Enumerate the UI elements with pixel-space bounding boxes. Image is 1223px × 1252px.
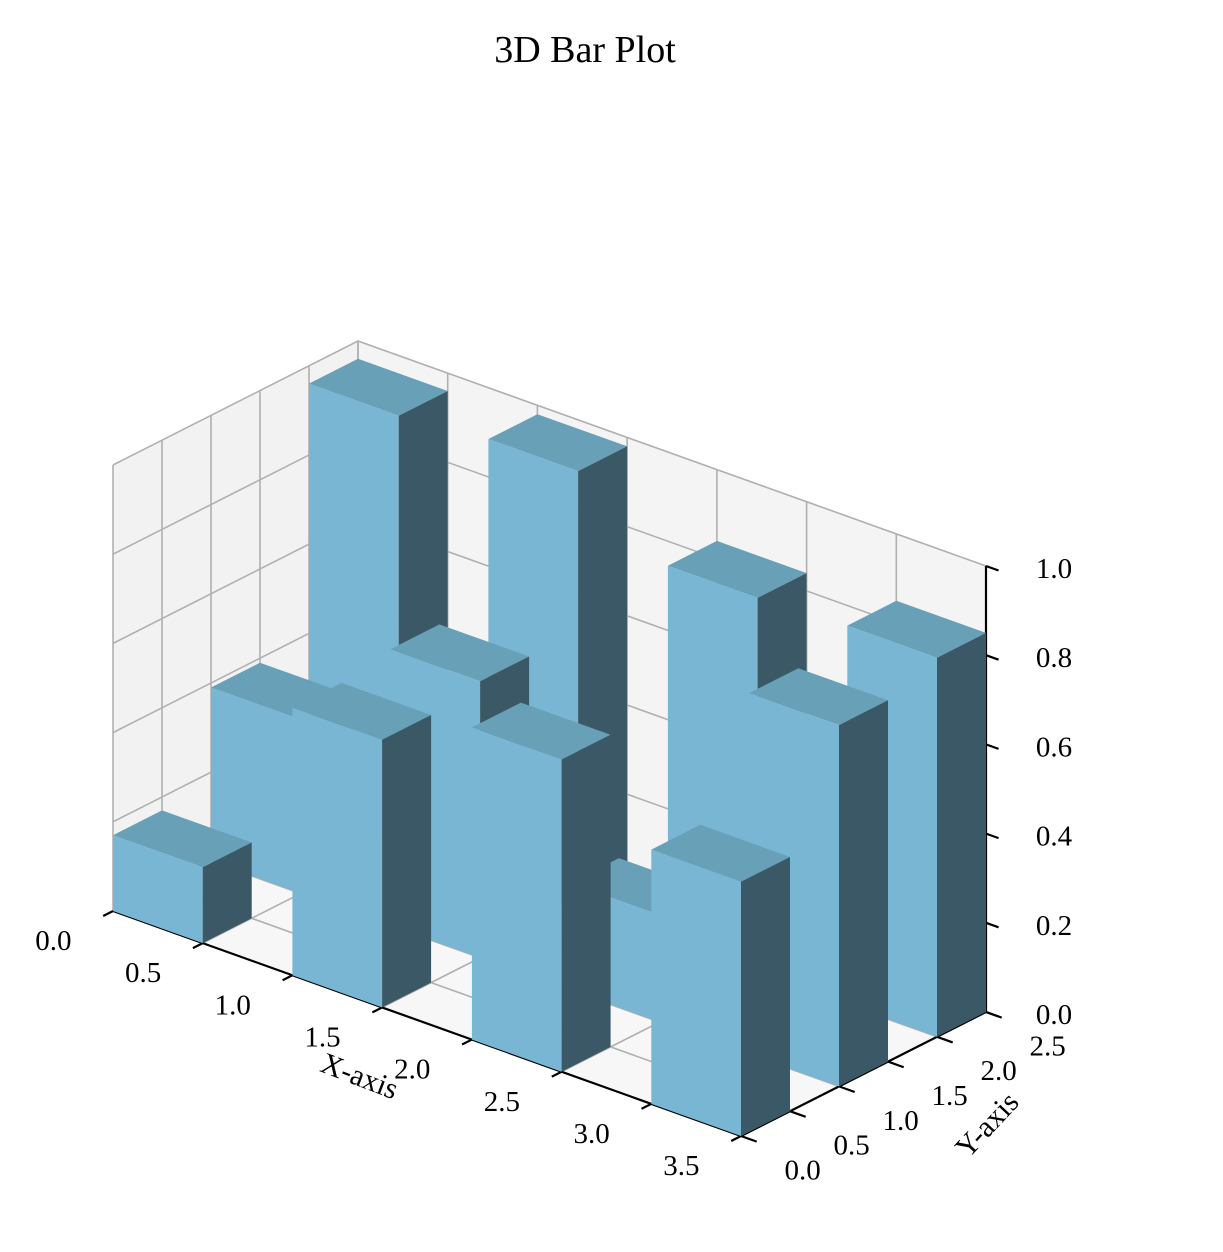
x-tick: [730, 1135, 742, 1142]
x-tick-label: 3.0: [574, 1118, 610, 1150]
bar-0: [113, 810, 252, 944]
bar-top: [488, 414, 628, 472]
y-tick-label: 0.0: [785, 1154, 821, 1186]
bar-front: [471, 727, 562, 1072]
x-tick: [461, 1038, 473, 1046]
z-tick-label: 0.0: [1036, 999, 1072, 1031]
bar-top: [667, 540, 807, 598]
z-tick: [985, 564, 999, 572]
bar-side: [741, 857, 790, 1136]
y-tick-label: 2.0: [981, 1055, 1017, 1087]
bar-front: [292, 707, 383, 1008]
tick-labels: 0.0 0.5 1.0 1.5 2.0 2.5 3.0 3.5 0.0 0.5 1.0 1.5 2.0 2…: [35, 553, 1072, 1186]
y-tick: [789, 1110, 807, 1118]
y-tick-label: 2.5: [1030, 1030, 1066, 1062]
bar-side: [839, 700, 888, 1087]
x-tick: [102, 910, 114, 917]
bar-top: [749, 668, 888, 726]
bar-front: [651, 849, 741, 1136]
bar-top: [390, 624, 530, 682]
z-tick: [985, 832, 999, 840]
z-tick-label: 1.0: [1036, 553, 1072, 585]
z-tick-label: 0.8: [1036, 642, 1072, 674]
x-tick: [551, 1070, 563, 1078]
bar-side: [937, 632, 986, 1037]
x-tick: [640, 1102, 652, 1110]
y-tick: [936, 1035, 954, 1044]
x-tick-label: 0.5: [125, 957, 161, 989]
bar-top: [113, 810, 252, 868]
bars: [113, 358, 986, 1136]
x-tick: [192, 942, 204, 950]
x-tick-label: 2.0: [394, 1054, 430, 1086]
x-tick-label: 0.0: [35, 925, 71, 957]
bar-top: [471, 702, 611, 760]
x-axis-line: [112, 909, 742, 1138]
y-tick: [887, 1060, 905, 1069]
x-tick: [371, 1006, 383, 1014]
bar-front: [113, 835, 203, 944]
y-tick-label: 0.5: [834, 1130, 870, 1162]
bar-top: [847, 600, 986, 658]
bar-side: [561, 734, 611, 1072]
chart-title: 3D Bar Plot: [494, 29, 676, 71]
z-tick-label: 0.2: [1036, 910, 1072, 942]
bar-6: [471, 702, 611, 1072]
x-tick: [282, 974, 293, 982]
bar-side: [382, 715, 432, 1008]
bar-top: [292, 682, 432, 740]
bar-top: [309, 358, 448, 416]
y-tick: [838, 1085, 856, 1094]
z-tick-label: 0.4: [1036, 821, 1073, 853]
bar-3: [292, 682, 432, 1008]
x-tick-label: 3.5: [663, 1150, 699, 1182]
x-tick-label: 2.5: [484, 1086, 520, 1118]
z-tick: [985, 1010, 999, 1018]
y-tick-label: 1.5: [932, 1080, 968, 1112]
bar-side: [202, 842, 252, 944]
z-tick: [985, 654, 999, 661]
x-tick-label: 1.5: [304, 1022, 340, 1054]
z-tick: [985, 743, 999, 750]
x-axis-label: X-axis: [316, 1047, 402, 1106]
x-tick-label: 1.0: [215, 989, 251, 1021]
z-gridline: [112, 340, 987, 567]
bar-9: [651, 824, 790, 1136]
z-tick-label: 0.6: [1036, 731, 1072, 763]
y-tick-label: 1.0: [883, 1105, 919, 1137]
bar-top: [651, 824, 790, 882]
z-tick: [985, 921, 999, 929]
y-tick: [740, 1134, 758, 1143]
